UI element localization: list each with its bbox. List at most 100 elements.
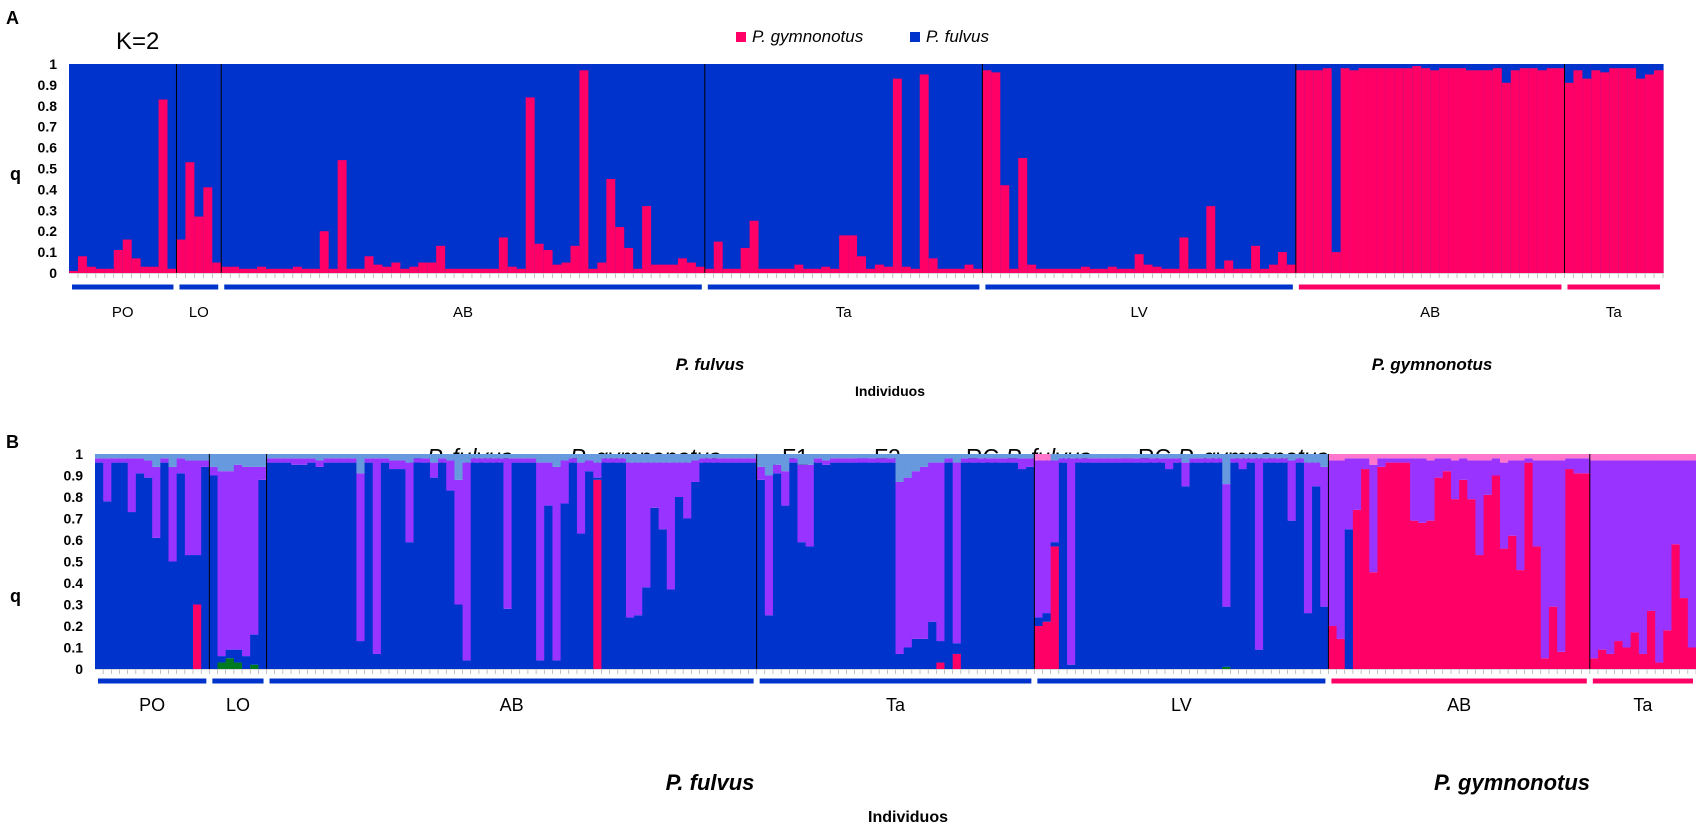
bar-segment-p-fulvus [781,505,790,669]
bar-segment-f2 [438,458,447,463]
bar-ta-3 [1606,454,1615,669]
bar-segment-rc-p-gymnonotus [1442,454,1452,459]
bar-segment-rc-p-gymnonotus [1369,454,1379,465]
bar-segment-f2 [1663,460,1673,631]
bar-segment-f2 [1442,458,1452,472]
bar-segment-f2 [1491,458,1501,476]
bar-ab-24 [1516,454,1526,669]
bar-segment-p-fulvus [233,649,243,663]
bar-lv-13 [1132,454,1142,669]
bar-segment-p-fulvus [830,64,840,273]
bar-ta-9 [1655,454,1664,669]
bar-ab-25 [1510,64,1521,274]
bar-segment-p-fulvus [1215,64,1225,273]
bar-segment-f2 [674,462,684,497]
bar-segment-f2 [585,460,594,472]
bar-lv-15 [1148,454,1158,669]
bar-segment-p-gymnonotus [1161,268,1172,273]
bar-ab-15 [380,454,390,669]
bar-segment-p-gymnonotus [1277,252,1288,273]
bar-segment-f2 [405,462,415,543]
bar-segment-f2 [299,458,308,465]
bar-segment-p-fulvus [1170,64,1181,273]
bar-segment-p-fulvus [758,64,769,273]
bar-segment-p-fulvus [617,462,627,669]
bar-segment-rc-p-fulvus [209,454,219,467]
bar-segment-rc-p-fulvus [201,454,210,461]
bar-segment-rc-p-fulvus [1148,454,1158,459]
bar-segment-f2 [1001,458,1011,463]
bar-segment-p-gymnonotus [131,258,142,273]
bar-segment-f2 [1385,458,1395,463]
bar-segment-rc-p-fulvus [168,454,178,467]
bar-segment-rc-p-gymnonotus [1524,454,1534,459]
bar-segment-f2 [1369,464,1379,573]
bar-segment-p-fulvus [507,64,518,273]
bar-segment-p-fulvus [438,462,447,669]
bar-ta-5 [1622,454,1632,669]
bar-segment-rc-p-fulvus [446,454,456,461]
bar-segment-p-gymnonotus [704,268,715,273]
bar-segment-rc-p-fulvus [389,454,398,461]
bar-segment-p-fulvus [127,512,137,669]
bar-segment-f2 [495,458,505,463]
bar-segment-p-fulvus [1116,462,1125,669]
bar-segment-p-gymnonotus [1054,268,1064,273]
bar-ab-10 [1401,454,1411,669]
bar-segment-p-fulvus [152,537,161,669]
bar-segment-rc-p-fulvus [364,454,374,459]
y-tick-label: 0.7 [64,511,84,527]
bar-segment-rc-p-gymnonotus [1614,454,1624,461]
bar-ab-18 [1448,64,1458,274]
bar-segment-p-gymnonotus [1430,70,1440,274]
bar-segment-p-fulvus [1009,462,1019,669]
bar-segment-p-fulvus [740,64,751,273]
bar-segment-rc-p-fulvus [291,454,300,459]
bar-segment-p-fulvus [634,615,643,669]
bar-segment-rc-p-fulvus [699,454,709,459]
bar-segment-p-fulvus [69,64,79,273]
bar-segment-f2 [666,462,676,590]
bar-lv-5 [1067,454,1076,669]
bar-segment-p-gymnonotus [257,266,267,273]
bar-segment-p-fulvus [911,638,921,669]
bar-segment-rc-p-fulvus [152,454,161,467]
bar-ab-19 [1457,64,1467,274]
bar-segment-rc-p-fulvus [176,454,186,459]
bar-lv-16 [1156,454,1166,669]
bar-segment-rc-p-fulvus [242,454,251,467]
bar-po-11 [176,454,186,669]
bar-lo-4 [233,454,243,669]
bar-segment-p-gymnonotus [668,264,679,273]
bar-segment-rc-p-gymnonotus [1459,454,1468,459]
bar-segment-f2 [642,462,652,588]
bar-segment-f2 [936,462,946,642]
bar-segment-rc-p-fulvus [470,454,480,459]
bar-segment-p-fulvus [668,64,679,273]
bar-segment-rc-p-fulvus [544,454,554,463]
bar-segment-f2 [1107,458,1117,463]
bar-segment-p-gymnonotus [1080,266,1091,273]
bar-po-14 [201,454,210,669]
bar-po-4 [119,454,129,669]
bar-segment-f2 [1271,458,1281,463]
bar-ta-11 [838,454,848,669]
bar-segment-p-fulvus [794,64,804,273]
bar-segment-p-gymnonotus [1564,82,1575,273]
bar-po-5 [127,454,137,669]
bar-segment-rc-p-gymnonotus [1361,454,1370,459]
bar-ab-41 [593,454,603,669]
bar-segment-rc-p-fulvus [601,454,611,459]
bar-ta-10 [830,454,839,669]
bar-ab-2 [1304,64,1315,274]
bar-segment-p-gymnonotus [776,268,787,273]
bar-segment-p-fulvus [813,462,823,669]
panel-b-group-labels: PO LO AB Ta LV AB Ta [98,678,1693,715]
bar-segment-rc-p-gymnonotus [1034,454,1044,461]
bar-po-7 [122,64,133,273]
bar-segment-rc-p-fulvus [144,454,153,461]
bar-segment-rc-p-fulvus [160,454,170,459]
bar-segment-rc-p-fulvus [495,454,505,459]
bar-ta-1 [704,64,715,273]
